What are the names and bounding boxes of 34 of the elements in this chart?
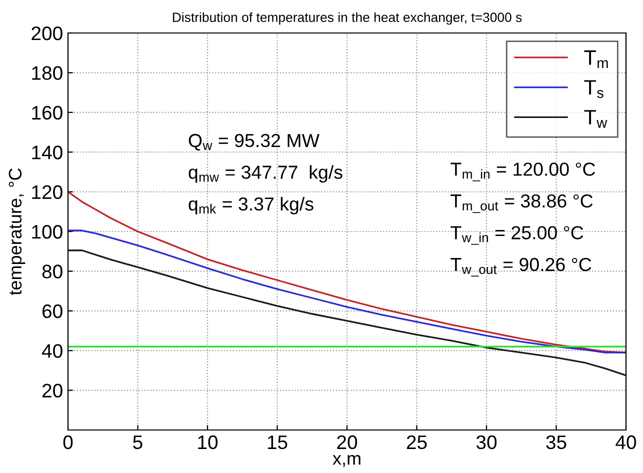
annotation: T$_{m_in}$ = 120.00 °C — [450, 162, 596, 182]
y-tick-label: 100 — [32, 224, 62, 239]
y-tick-label: 160 — [32, 106, 62, 120]
chart-title: Distribution of temperatures in the heat exchanger, t=3000 s — [172, 12, 522, 25]
x-tick-label: 10 — [198, 435, 218, 450]
annotation: Q$_{w}$ = 95.32 MW — [188, 134, 320, 151]
annotation: T$_{w_out}$ = 90.26 °C — [450, 258, 592, 277]
x-axis-title: x,m — [332, 454, 360, 467]
legend-label: T$_{m}$ — [584, 50, 608, 68]
x-tick-label: 25 — [406, 435, 427, 450]
annotation: T$_{w_in}$ = 25.00 °C — [450, 226, 584, 245]
y-tick-label: 40 — [42, 344, 62, 358]
annotation: T$_{m_out}$ = 38.86 °C — [450, 194, 593, 214]
annotation: q$_{mk}$ = 3.37 kg/s — [188, 196, 314, 214]
x-tick-label: 20 — [337, 435, 358, 450]
line-series — [68, 250, 626, 376]
y-tick-label: 80 — [42, 264, 62, 278]
x-tick-label: 40 — [616, 435, 636, 450]
legend-label: T$_{w}$ — [584, 110, 608, 128]
annotation: q$_{mw}$ = 347.77 kg/s — [188, 165, 342, 183]
x-tick-label: 30 — [476, 435, 497, 450]
x-tick-label: 0 — [63, 435, 73, 450]
y-tick-label: 140 — [32, 146, 62, 160]
y-tick-label: 200 — [32, 26, 62, 40]
y-axis-title: temperature, °C — [8, 168, 26, 296]
y-tick-label: 120 — [32, 185, 62, 200]
legend-label: T$_{s}$ — [584, 80, 604, 98]
y-tick-label: 180 — [32, 66, 62, 80]
x-tick-label: 5 — [133, 436, 142, 450]
x-tick-label: 35 — [546, 435, 566, 450]
line-series — [68, 190, 626, 354]
y-tick-label: 20 — [42, 384, 62, 398]
x-tick-label: 15 — [268, 436, 288, 450]
y-tick-label: 60 — [42, 304, 62, 318]
